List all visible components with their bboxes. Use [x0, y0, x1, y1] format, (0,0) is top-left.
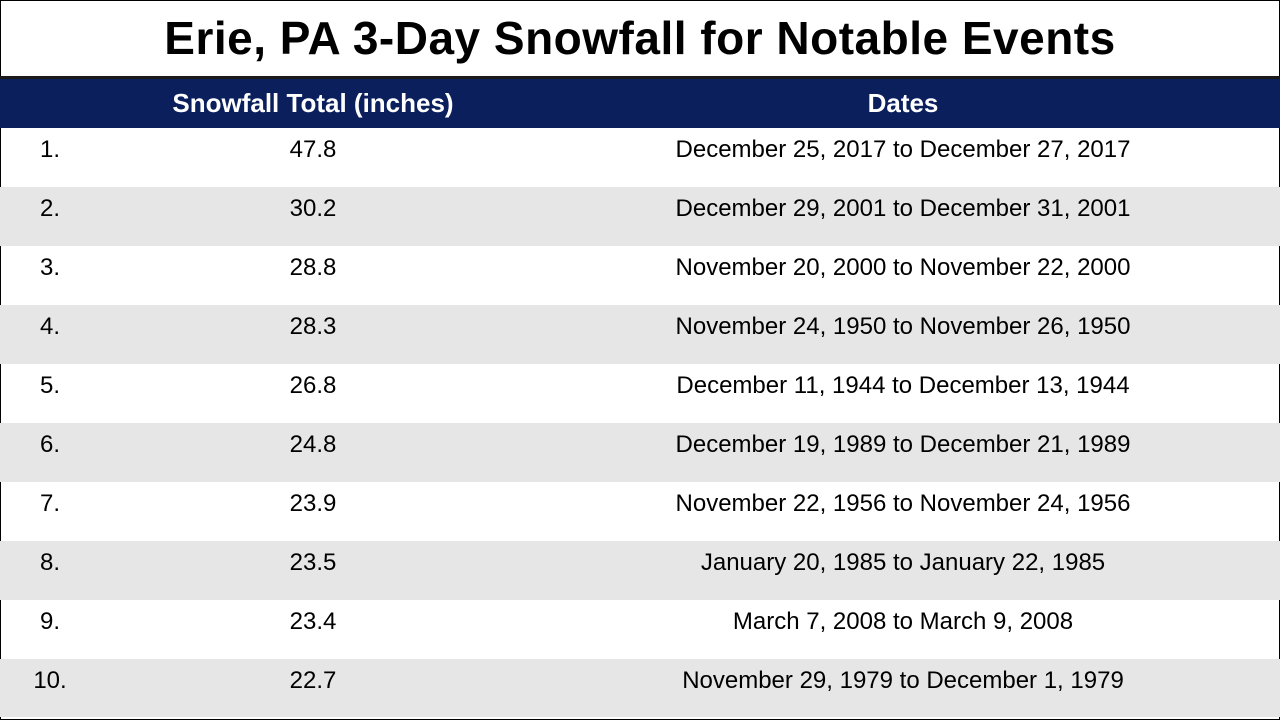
dates-cell: November 22, 1956 to November 24, 1956 [675, 490, 1131, 517]
table-row: 1. 47.8 December 25, 2017 to December 27… [0, 128, 1280, 187]
dates-cell: December 19, 1989 to December 21, 1989 [675, 431, 1131, 458]
snowfall-total-cell: 22.7 [289, 667, 337, 694]
table-row: 8. 23.5 January 20, 1985 to January 22, … [0, 541, 1280, 600]
dates-cell: December 25, 2017 to December 27, 2017 [675, 136, 1131, 163]
snowfall-total-cell: 23.5 [289, 549, 337, 576]
snowfall-total-cell: 26.8 [289, 372, 337, 399]
header-rank [0, 79, 100, 128]
rank-cell: 10. [33, 667, 67, 694]
snowfall-total-cell: 23.4 [289, 608, 337, 635]
rank-cell: 7. [39, 490, 60, 517]
dates-cell: November 29, 1979 to December 1, 1979 [682, 667, 1124, 694]
dates-cell: November 24, 1950 to November 26, 1950 [675, 313, 1131, 340]
table-header: Snowfall Total (inches) Dates [0, 79, 1280, 128]
rank-cell: 5. [39, 372, 60, 399]
snowfall-total-cell: 47.8 [289, 136, 337, 163]
page-title: Erie, PA 3-Day Snowfall for Notable Even… [164, 12, 1116, 64]
dates-cell: December 29, 2001 to December 31, 2001 [675, 195, 1131, 222]
table-row: 2. 30.2 December 29, 2001 to December 31… [0, 187, 1280, 246]
snowfall-total-cell: 23.9 [289, 490, 337, 517]
table-row: 6. 24.8 December 19, 1989 to December 21… [0, 423, 1280, 482]
snowfall-total-cell: 30.2 [289, 195, 337, 222]
table-row: 3. 28.8 November 20, 2000 to November 22… [0, 246, 1280, 305]
table-body: 1. 47.8 December 25, 2017 to December 27… [0, 128, 1280, 717]
rank-cell: 3. [39, 254, 60, 281]
rank-cell: 9. [39, 608, 60, 635]
rank-cell: 8. [39, 549, 60, 576]
table-row: 9. 23.4 March 7, 2008 to March 9, 2008 [0, 600, 1280, 659]
header-dates: Dates [867, 88, 939, 118]
dates-cell: March 7, 2008 to March 9, 2008 [732, 608, 1074, 635]
dates-cell: December 11, 1944 to December 13, 1944 [676, 372, 1130, 399]
snowfall-total-cell: 28.3 [289, 313, 337, 340]
dates-cell: January 20, 1985 to January 22, 1985 [700, 549, 1106, 576]
title-divider [0, 76, 1280, 79]
snowfall-total-cell: 28.8 [289, 254, 337, 281]
rank-cell: 1. [39, 136, 60, 163]
table-row: 7. 23.9 November 22, 1956 to November 24… [0, 482, 1280, 541]
rank-cell: 6. [39, 431, 60, 458]
table-row: 4. 28.3 November 24, 1950 to November 26… [0, 305, 1280, 364]
snowfall-total-cell: 24.8 [289, 431, 337, 458]
rank-cell: 4. [39, 313, 60, 340]
dates-cell: November 20, 2000 to November 22, 2000 [675, 254, 1131, 281]
rank-cell: 2. [39, 195, 60, 222]
header-snowfall-total: Snowfall Total (inches) [172, 88, 454, 118]
table-row: 10. 22.7 November 29, 1979 to December 1… [0, 659, 1280, 717]
table-row: 5. 26.8 December 11, 1944 to December 13… [0, 364, 1280, 423]
